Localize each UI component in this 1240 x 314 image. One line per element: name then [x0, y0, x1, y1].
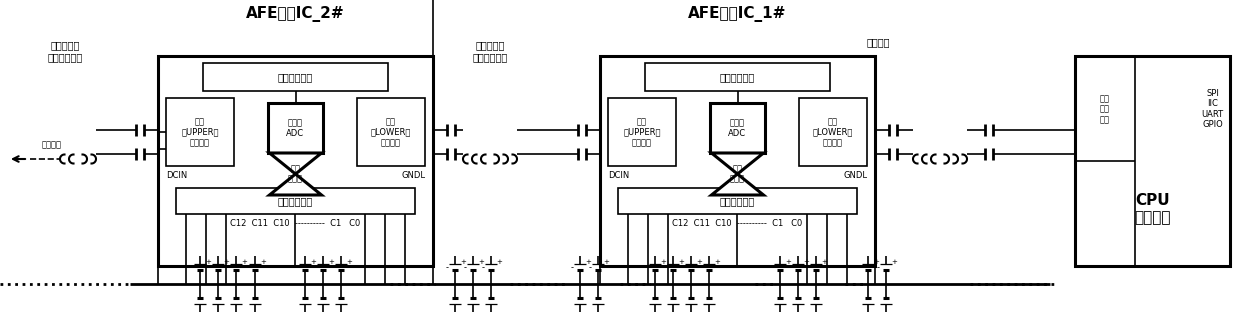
Text: GNDL: GNDL — [401, 171, 425, 181]
Text: AFE采集IC_2#: AFE采集IC_2# — [247, 6, 345, 22]
Text: 菊花链串行
（差分）通信: 菊花链串行 （差分）通信 — [472, 40, 507, 62]
Bar — [357, 98, 425, 166]
Text: +: + — [496, 259, 502, 265]
Text: -: - — [589, 263, 591, 273]
Text: 上端
（UPPER）
通信端口: 上端 （UPPER） 通信端口 — [181, 117, 218, 147]
Text: 向上级联: 向上级联 — [42, 140, 62, 149]
Text: -: - — [481, 263, 485, 273]
Bar — [157, 56, 433, 266]
Text: +: + — [714, 259, 720, 265]
Text: +: + — [310, 259, 316, 265]
Text: -: - — [570, 263, 573, 273]
Text: +: + — [660, 259, 666, 265]
Text: 串行
通信
总线: 串行 通信 总线 — [1100, 94, 1110, 124]
Text: 串行通信: 串行通信 — [867, 37, 890, 47]
Text: +: + — [585, 259, 591, 265]
Text: -: - — [858, 263, 862, 273]
Text: +: + — [785, 259, 791, 265]
Text: -: - — [877, 263, 879, 273]
Text: -: - — [191, 263, 193, 273]
Bar — [618, 188, 857, 214]
Polygon shape — [712, 153, 764, 195]
Text: C12  C11  C10  ----------  C1   C0: C12 C11 C10 ---------- C1 C0 — [231, 219, 361, 229]
Text: 菊花链串行
（差分）通信: 菊花链串行 （差分）通信 — [47, 40, 83, 62]
Text: -: - — [789, 263, 791, 273]
Text: 下端
（LOWER）
通信端口: 下端 （LOWER） 通信端口 — [371, 117, 412, 147]
Text: +: + — [223, 259, 229, 265]
Bar — [268, 103, 322, 153]
Text: DCIN: DCIN — [608, 171, 629, 181]
Text: 开关切换阵列: 开关切换阵列 — [278, 196, 314, 206]
Text: 下端
（LOWER）
通信端口: 下端 （LOWER） 通信端口 — [812, 117, 853, 147]
Text: +: + — [260, 259, 265, 265]
Bar — [176, 188, 415, 214]
Text: 高精度
ADC: 高精度 ADC — [728, 118, 746, 138]
Text: 仪表
放大器: 仪表 放大器 — [730, 164, 745, 184]
Text: -: - — [682, 263, 684, 273]
Text: +: + — [892, 259, 897, 265]
Text: -: - — [663, 263, 667, 273]
Text: +: + — [479, 259, 484, 265]
Text: +: + — [346, 259, 352, 265]
Text: +: + — [205, 259, 211, 265]
Text: 数字控制逻辑: 数字控制逻辑 — [278, 72, 314, 82]
Text: +: + — [678, 259, 684, 265]
Text: -: - — [295, 263, 299, 273]
Text: CPU
微处理器: CPU 微处理器 — [1135, 193, 1171, 225]
Bar — [645, 63, 830, 91]
Text: 高精度
ADC: 高精度 ADC — [286, 118, 305, 138]
Text: AFE采集IC_1#: AFE采集IC_1# — [688, 6, 786, 22]
Text: +: + — [329, 259, 334, 265]
Bar — [600, 56, 875, 266]
Bar — [799, 98, 867, 166]
Polygon shape — [269, 153, 321, 195]
Text: +: + — [873, 259, 879, 265]
Text: -: - — [246, 263, 248, 273]
Text: -: - — [646, 263, 649, 273]
Text: +: + — [804, 259, 808, 265]
Text: 上端
（UPPER）
通信端口: 上端 （UPPER） 通信端口 — [624, 117, 661, 147]
Text: 开关切换阵列: 开关切换阵列 — [720, 196, 755, 206]
Text: +: + — [460, 259, 466, 265]
Text: -: - — [208, 263, 212, 273]
Text: 仪表
放大器: 仪表 放大器 — [288, 164, 303, 184]
Text: 数字控制逻辑: 数字控制逻辑 — [720, 72, 755, 82]
Text: GNDL: GNDL — [843, 171, 867, 181]
Text: DCIN: DCIN — [166, 171, 187, 181]
Text: +: + — [241, 259, 247, 265]
Text: -: - — [227, 263, 229, 273]
Bar — [203, 63, 388, 91]
Text: -: - — [806, 263, 810, 273]
Text: -: - — [770, 263, 774, 273]
Bar — [1075, 56, 1230, 266]
Bar — [608, 98, 676, 166]
Text: -: - — [699, 263, 703, 273]
Text: SPI
IIC
UART
GPIO: SPI IIC UART GPIO — [1202, 89, 1224, 129]
Text: -: - — [445, 263, 449, 273]
Bar — [166, 98, 234, 166]
Text: -: - — [314, 263, 316, 273]
Text: -: - — [331, 263, 335, 273]
Text: +: + — [821, 259, 827, 265]
Bar — [711, 103, 765, 153]
Text: C12  C11  C10  ----------  C1   C0: C12 C11 C10 ---------- C1 C0 — [672, 219, 802, 229]
Text: -: - — [464, 263, 466, 273]
Text: +: + — [603, 259, 609, 265]
Text: +: + — [696, 259, 702, 265]
